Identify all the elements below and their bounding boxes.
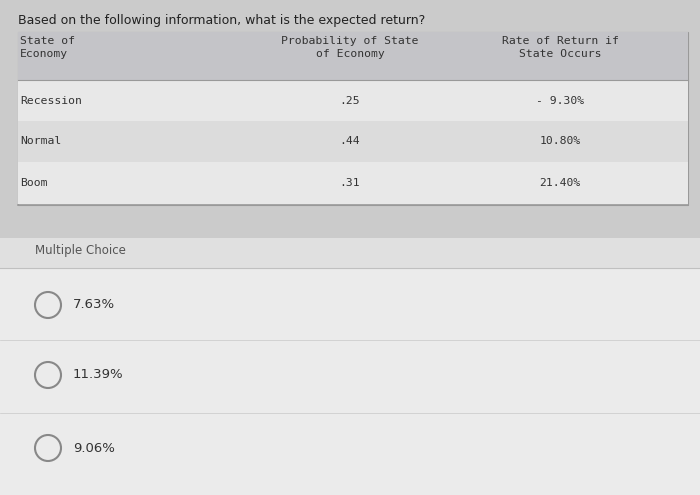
Text: Based on the following information, what is the expected return?: Based on the following information, what…: [18, 14, 426, 27]
Text: .44: .44: [340, 137, 360, 147]
FancyBboxPatch shape: [0, 238, 700, 495]
Text: 7.63%: 7.63%: [73, 298, 115, 311]
Text: 10.80%: 10.80%: [540, 137, 580, 147]
FancyBboxPatch shape: [18, 32, 688, 205]
Text: Normal: Normal: [20, 137, 62, 147]
FancyBboxPatch shape: [0, 238, 700, 268]
FancyBboxPatch shape: [18, 121, 688, 162]
FancyBboxPatch shape: [0, 268, 700, 495]
FancyBboxPatch shape: [18, 162, 688, 204]
Text: 9.06%: 9.06%: [73, 442, 115, 454]
Text: Recession: Recession: [20, 96, 82, 105]
Text: Probability of State
of Economy: Probability of State of Economy: [281, 36, 419, 59]
Text: - 9.30%: - 9.30%: [536, 96, 584, 105]
Text: 11.39%: 11.39%: [73, 368, 124, 382]
Text: Rate of Return if
State Occurs: Rate of Return if State Occurs: [502, 36, 618, 59]
Text: 21.40%: 21.40%: [540, 178, 580, 188]
FancyBboxPatch shape: [18, 32, 688, 80]
FancyBboxPatch shape: [18, 80, 688, 121]
Text: Multiple Choice: Multiple Choice: [35, 244, 126, 257]
Text: State of
Economy: State of Economy: [20, 36, 75, 59]
Text: .31: .31: [340, 178, 360, 188]
Text: .25: .25: [340, 96, 360, 105]
Text: Boom: Boom: [20, 178, 48, 188]
